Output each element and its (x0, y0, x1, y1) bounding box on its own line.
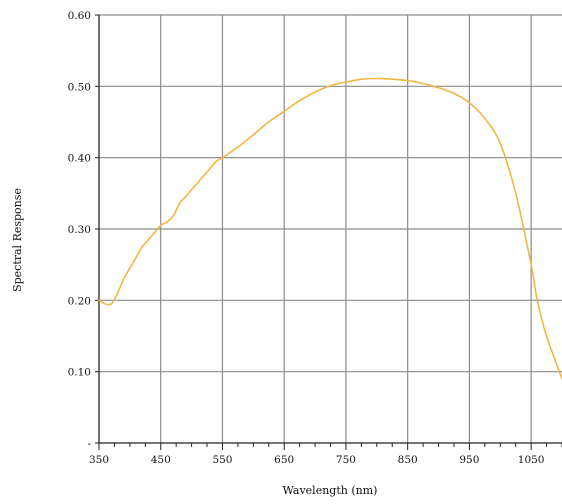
x-tick-label-650: 650 (274, 454, 294, 466)
axes (95, 14, 562, 450)
y-tick-label-5: 0.50 (68, 81, 91, 93)
series-line-0 (98, 77, 562, 380)
y-tick-label-2: 0.20 (68, 295, 91, 307)
x-tick-labels: 350 450 550 650 750 850 950 1050 (89, 454, 545, 466)
x-tick-label-550: 550 (212, 454, 232, 466)
x-tick-label-450: 450 (151, 454, 171, 466)
y-axis-title: Spectral Response (11, 188, 24, 292)
y-tick-label-0: - (87, 438, 91, 450)
y-tick-label-1: 0.10 (68, 367, 91, 379)
x-tick-label-950: 950 (459, 454, 479, 466)
series-layer (98, 77, 562, 380)
y-tick-label-4: 0.40 (68, 153, 91, 165)
x-tick-label-850: 850 (398, 454, 418, 466)
x-tick-label-1050: 1050 (518, 454, 545, 466)
y-tick-labels: - 0.10 0.20 0.30 0.40 0.50 0.60 (68, 10, 92, 450)
grid-lines (99, 14, 562, 443)
x-axis-title: Wavelength (nm) (283, 484, 378, 497)
x-tick-label-350: 350 (89, 454, 109, 466)
y-tick-label-3: 0.30 (68, 224, 91, 236)
y-tick-label-6: 0.60 (68, 10, 91, 22)
x-tick-label-750: 750 (336, 454, 356, 466)
